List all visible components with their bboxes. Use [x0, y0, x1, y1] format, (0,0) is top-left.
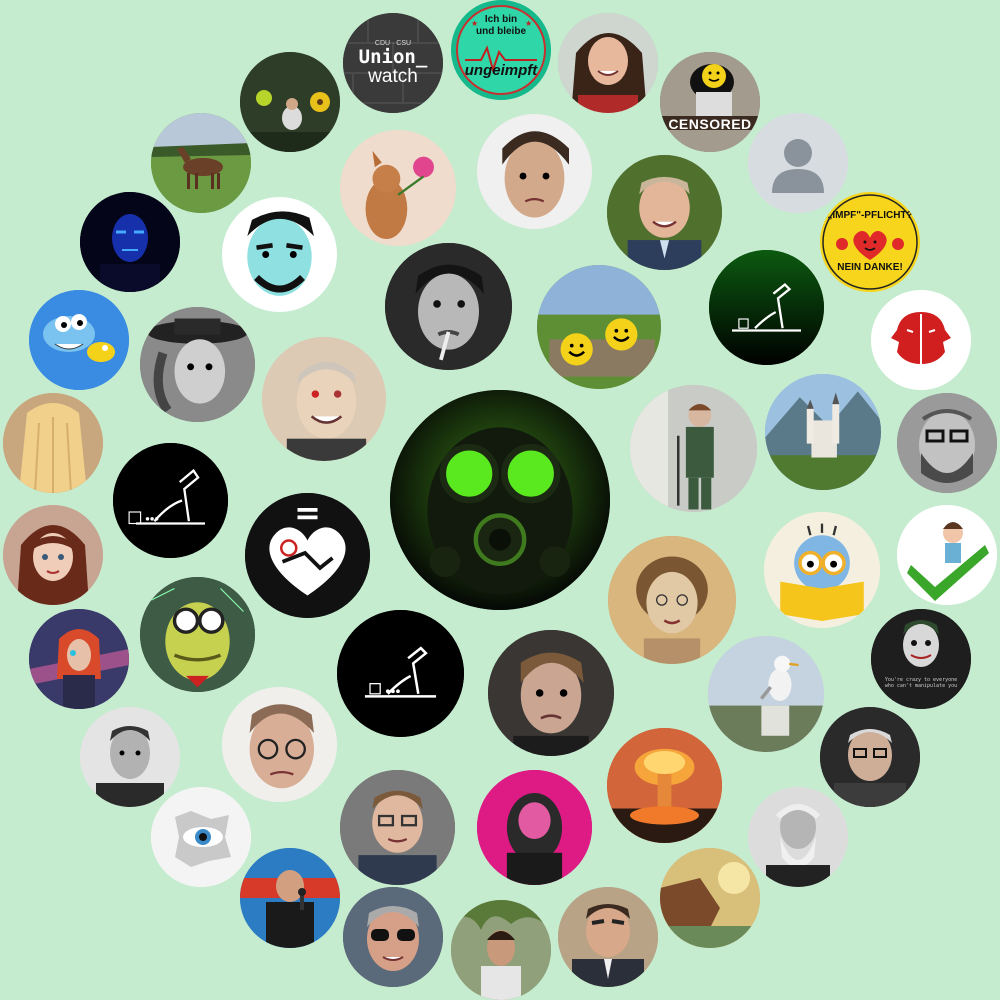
avatar-man-sunglasses[interactable] — [343, 887, 443, 987]
avatar-squirrel-flower[interactable] — [340, 130, 456, 246]
avatar-old-man-helmut[interactable] — [820, 707, 920, 807]
avatar-logo-hammer-dark-green[interactable] — [709, 250, 824, 365]
ungeimpft-line2: und bleibe — [476, 26, 526, 37]
union-watch-line1: Union_ — [358, 46, 428, 68]
avatar-man-bw-portrait[interactable] — [80, 707, 180, 807]
avatar-man-green-suit[interactable] — [630, 385, 757, 512]
avatar-cartoon-woman-checkmark[interactable] — [897, 505, 997, 605]
union-watch-small-label: CDU · CSU — [374, 40, 412, 47]
avatar-default-placeholder[interactable] — [748, 113, 848, 213]
avatar-castle-neuschwanstein[interactable] — [765, 374, 881, 490]
avatar-smiley-plates[interactable] — [537, 265, 661, 389]
avatar-muppet-beaker[interactable] — [140, 577, 255, 692]
checkmark-icon — [897, 505, 997, 605]
janus-head-icon — [871, 290, 971, 390]
avatar-horse-field[interactable] — [151, 113, 251, 213]
avatar-woman-face-closeup[interactable] — [477, 114, 592, 229]
hammer-logo-icon — [337, 610, 464, 737]
avatar-blue-glowing-face[interactable] — [80, 192, 180, 292]
hammer-logo-icon — [113, 443, 228, 558]
avatar-man-round-glasses[interactable] — [222, 687, 337, 802]
avatar-brezhnev[interactable] — [558, 887, 658, 987]
mushroom-cloud-icon — [607, 728, 722, 843]
avatar-fantasy-red-hair[interactable] — [29, 609, 129, 709]
handshake-heart-icon — [245, 493, 370, 618]
avatar-ungeimpft-badge[interactable]: ★ ★ Ich bin und bleibe ungeimpft — [451, 0, 551, 100]
horse-icon — [151, 113, 251, 213]
avatar-nuclear-explosion[interactable] — [607, 728, 722, 843]
flower-icon — [256, 90, 272, 106]
joker-caption: You're crazy to everyone who can't manip… — [884, 677, 958, 689]
avatar-person-with-flowers[interactable] — [240, 52, 340, 152]
heart-icon — [853, 231, 887, 260]
avatar-anti-vax-heart[interactable] — [245, 493, 370, 618]
avatar-censored[interactable]: CENSORED — [660, 52, 760, 152]
gas-mask-icon — [390, 390, 610, 610]
avatar-logo-hammer-black-left[interactable] — [113, 443, 228, 558]
center-avatar-gas-mask[interactable] — [390, 390, 610, 610]
avatar-impfpflicht-nein-danke[interactable]: „IMPF"-PFLICHT? NEIN DANKE! — [820, 192, 920, 292]
avatar-man-hat-bw[interactable] — [140, 307, 255, 422]
avatar-union-watch-logo[interactable]: CDU · CSU Union_ watch — [343, 13, 443, 113]
avatar-woman-red-hair-bangs[interactable] — [3, 505, 103, 605]
avatar-logo-hammer-black[interactable] — [337, 610, 464, 737]
impfpflicht-line1: „IMPF"-PFLICHT? — [827, 210, 913, 221]
avatar-man-serious[interactable] — [488, 630, 614, 756]
avatar-astronaut-magenta[interactable] — [477, 770, 592, 885]
impfpflicht-line2: NEIN DANKE! — [837, 262, 903, 273]
avatar-man-cigarette[interactable] — [385, 243, 512, 370]
avatar-cartoon-glasses-book[interactable] — [764, 512, 880, 628]
avatar-woman-portrait[interactable] — [608, 536, 736, 664]
hammer-logo-icon — [709, 250, 824, 365]
avatar-seagull[interactable] — [708, 636, 824, 752]
avatar-speaker-microphone[interactable] — [240, 848, 340, 948]
avatar-cyan-face[interactable] — [222, 197, 337, 312]
ungeimpft-line3: ungeimpft — [464, 62, 538, 79]
avatar-bearded-old-man-bw[interactable] — [748, 787, 848, 887]
avatar-smiling-man[interactable] — [262, 337, 386, 461]
avatar-woman-smiling-dark-hair[interactable] — [558, 13, 658, 113]
avatar-sunset-cliff[interactable] — [660, 848, 760, 948]
svg-text:★: ★ — [525, 19, 532, 28]
avatar-bearded-man-glasses[interactable] — [897, 393, 997, 493]
union-watch-line2: watch — [368, 66, 418, 87]
svg-text:★: ★ — [471, 19, 478, 28]
avatar-blonde-hair-back[interactable] — [3, 393, 103, 493]
avatar-man-glasses-suit[interactable] — [340, 770, 455, 885]
ungeimpft-line1: Ich bin — [484, 14, 518, 25]
avatar-janus-red-logo[interactable] — [871, 290, 971, 390]
avatar-cartoon-fish[interactable] — [29, 290, 129, 390]
censored-label: CENSORED — [668, 116, 752, 132]
avatar-woman-garden[interactable] — [451, 900, 551, 1000]
avatar-joker[interactable]: You're crazy to everyone who can't manip… — [871, 609, 971, 709]
avatar-eye-torn-paper[interactable] — [151, 787, 251, 887]
eye-icon — [151, 787, 251, 887]
avatar-man-suit-smiling[interactable] — [607, 155, 722, 270]
default-user-icon — [748, 113, 848, 213]
smiley-icon — [702, 64, 726, 88]
